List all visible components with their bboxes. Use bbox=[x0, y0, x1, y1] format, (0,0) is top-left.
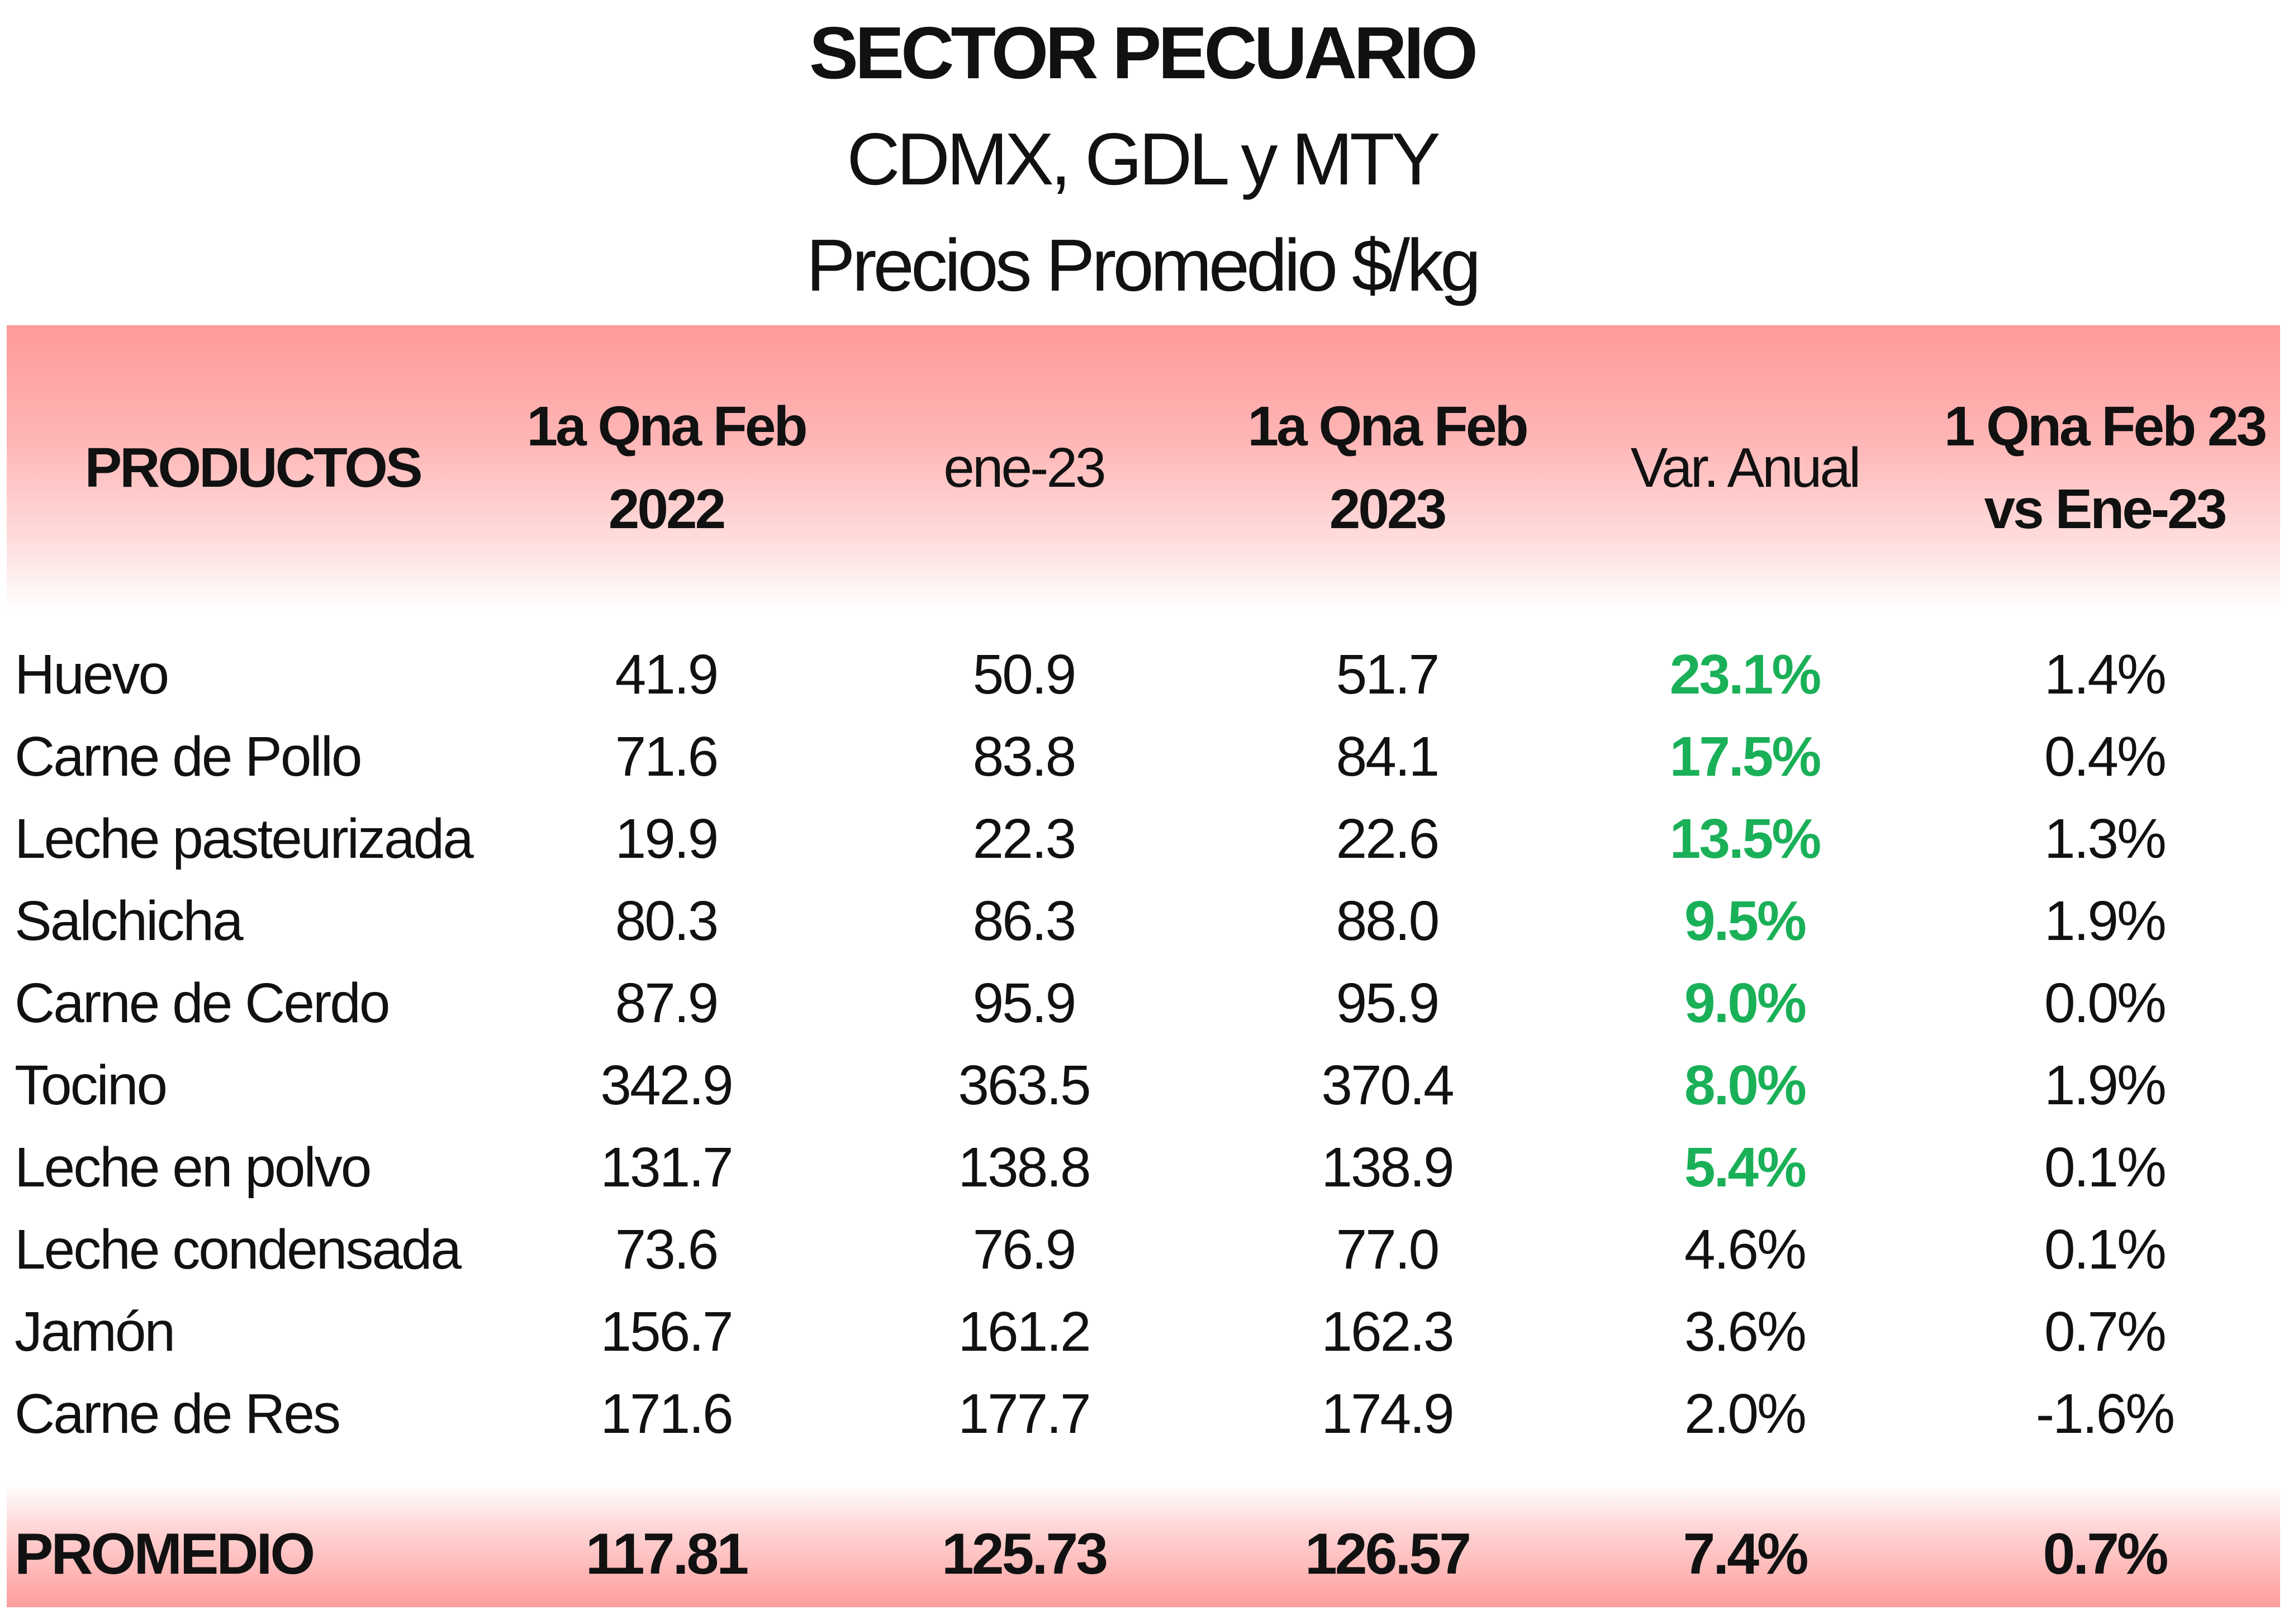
price-feb-2023: 84.1 bbox=[1336, 725, 1440, 788]
product-name: Tocino bbox=[15, 1054, 168, 1117]
table-row: Leche en polvo 131.7 138.8 138.9 5.4% 0.1% bbox=[7, 1127, 2280, 1209]
annual-variation: 13.5% bbox=[1669, 808, 1822, 870]
footer-jan-2023: 125.73 bbox=[941, 1522, 1108, 1587]
price-feb-2023: 22.6 bbox=[1336, 808, 1440, 870]
footer-feb-2023: 126.57 bbox=[1304, 1522, 1471, 1587]
table-body: Huevo 41.9 50.9 51.7 23.1% 1.4% Carne de Pollo… bbox=[7, 610, 2280, 1455]
footer-monthly-var: 0.7% bbox=[2043, 1522, 2168, 1587]
product-name: Carne de Pollo bbox=[15, 725, 363, 788]
price-jan-2023: 22.3 bbox=[972, 808, 1077, 870]
header-feb-2022-line2: 2022 bbox=[608, 478, 726, 540]
header-feb-2022: 1a Qna Feb 2022 bbox=[498, 325, 834, 610]
table-header: PRODUCTOS 1a Qna Feb 2022 ene-23 1a Qna … bbox=[7, 325, 2280, 610]
price-table: PRODUCTOS 1a Qna Feb 2022 ene-23 1a Qna … bbox=[7, 325, 2280, 1607]
monthly-variation: 0.1% bbox=[2044, 1136, 2167, 1199]
price-feb-2022: 19.9 bbox=[615, 808, 719, 870]
product-name: Leche condensada bbox=[15, 1218, 462, 1281]
price-feb-2022: 342.9 bbox=[600, 1054, 733, 1117]
product-name: Salchicha bbox=[15, 890, 244, 952]
price-feb-2023: 88.0 bbox=[1336, 890, 1440, 952]
price-feb-2023: 174.9 bbox=[1321, 1383, 1454, 1445]
annual-variation: 4.6% bbox=[1684, 1218, 1807, 1281]
table-row: Leche condensada 73.6 76.9 77.0 4.6% 0.1% bbox=[7, 1209, 2280, 1291]
annual-variation: 5.4% bbox=[1684, 1136, 1807, 1199]
price-feb-2022: 71.6 bbox=[615, 725, 719, 788]
header-monthly-var: 1 Qna Feb 23 vs Ene-23 bbox=[1929, 325, 2280, 610]
annual-variation: 8.0% bbox=[1684, 1054, 1807, 1117]
table-row: Carne de Cerdo 87.9 95.9 95.9 9.0% 0.0% bbox=[7, 962, 2280, 1044]
table-row: Carne de Res 171.6 177.7 174.9 2.0% -1.6% bbox=[7, 1373, 2280, 1455]
monthly-variation: 1.9% bbox=[2044, 1054, 2167, 1117]
monthly-variation: 1.9% bbox=[2044, 890, 2167, 952]
table-row: Salchicha 80.3 86.3 88.0 9.5% 1.9% bbox=[7, 880, 2280, 962]
header-annual-var: Var. Anual bbox=[1630, 436, 1861, 499]
price-feb-2023: 162.3 bbox=[1321, 1300, 1454, 1363]
price-feb-2022: 80.3 bbox=[615, 890, 719, 952]
monthly-variation: 0.7% bbox=[2044, 1300, 2167, 1363]
price-jan-2023: 138.8 bbox=[958, 1136, 1091, 1199]
table-footer-average: PROMEDIO 117.81 125.73 126.57 7.4% 0.7% bbox=[7, 1484, 2280, 1607]
price-jan-2023: 86.3 bbox=[972, 890, 1077, 952]
header-monthly-var-line2: vs Ene-23 bbox=[1984, 478, 2228, 540]
product-name: Huevo bbox=[15, 643, 169, 706]
price-feb-2022: 41.9 bbox=[615, 643, 719, 706]
price-feb-2022: 131.7 bbox=[600, 1136, 733, 1199]
annual-variation: 3.6% bbox=[1684, 1300, 1807, 1363]
product-name: Carne de Cerdo bbox=[15, 972, 391, 1034]
table-row: Huevo 41.9 50.9 51.7 23.1% 1.4% bbox=[7, 634, 2280, 716]
footer-label: PROMEDIO bbox=[15, 1522, 315, 1587]
monthly-variation: 0.0% bbox=[2044, 972, 2167, 1034]
price-feb-2022: 73.6 bbox=[615, 1218, 719, 1281]
report-subtitle: CDMX, GDL y MTY bbox=[847, 118, 1441, 200]
monthly-variation: -1.6% bbox=[2035, 1383, 2175, 1445]
price-feb-2022: 87.9 bbox=[615, 972, 719, 1034]
product-name: Carne de Res bbox=[15, 1383, 341, 1445]
report-title: SECTOR PECUARIO bbox=[809, 12, 1478, 94]
price-jan-2023: 161.2 bbox=[958, 1300, 1091, 1363]
price-jan-2023: 363.5 bbox=[958, 1054, 1091, 1117]
price-feb-2023: 370.4 bbox=[1321, 1054, 1454, 1117]
monthly-variation: 1.3% bbox=[2044, 808, 2167, 870]
annual-variation: 17.5% bbox=[1669, 725, 1822, 788]
monthly-variation: 1.4% bbox=[2044, 643, 2167, 706]
price-feb-2023: 138.9 bbox=[1321, 1136, 1454, 1199]
product-name: Leche pasteurizada bbox=[15, 808, 474, 870]
monthly-variation: 0.1% bbox=[2044, 1218, 2167, 1281]
footer-feb-2022: 117.81 bbox=[585, 1522, 749, 1587]
annual-variation: 9.0% bbox=[1684, 972, 1807, 1034]
price-feb-2022: 171.6 bbox=[600, 1383, 733, 1445]
header-jan-2023: ene-23 bbox=[943, 436, 1106, 499]
monthly-variation: 0.4% bbox=[2044, 725, 2167, 788]
header-feb-2022-line1: 1a Qna Feb bbox=[526, 395, 808, 458]
header-feb-2023-line2: 2023 bbox=[1329, 478, 1447, 540]
report-unit-line: Precios Promedio $/kg bbox=[806, 224, 1481, 306]
price-feb-2023: 51.7 bbox=[1336, 643, 1440, 706]
price-jan-2023: 177.7 bbox=[958, 1383, 1091, 1445]
product-name: Leche en polvo bbox=[15, 1136, 372, 1199]
price-jan-2023: 50.9 bbox=[972, 643, 1077, 706]
table-row: Jamón 156.7 161.2 162.3 3.6% 0.7% bbox=[7, 1291, 2280, 1373]
price-feb-2022: 156.7 bbox=[600, 1300, 733, 1363]
annual-variation: 2.0% bbox=[1684, 1383, 1807, 1445]
header-feb-2023: 1a Qna Feb 2023 bbox=[1214, 325, 1560, 610]
price-jan-2023: 76.9 bbox=[972, 1218, 1077, 1281]
table-row: Carne de Pollo 71.6 83.8 84.1 17.5% 0.4% bbox=[7, 716, 2280, 798]
table-row: Tocino 342.9 363.5 370.4 8.0% 1.9% bbox=[7, 1044, 2280, 1127]
price-jan-2023: 95.9 bbox=[972, 972, 1077, 1034]
price-jan-2023: 83.8 bbox=[972, 725, 1077, 788]
price-feb-2023: 95.9 bbox=[1336, 972, 1440, 1034]
annual-variation: 9.5% bbox=[1684, 890, 1807, 952]
footer-annual-var: 7.4% bbox=[1683, 1522, 1808, 1587]
price-feb-2023: 77.0 bbox=[1336, 1218, 1440, 1281]
product-name: Jamón bbox=[15, 1300, 175, 1363]
table-row: Leche pasteurizada 19.9 22.3 22.6 13.5% 1.3% bbox=[7, 798, 2280, 880]
annual-variation: 23.1% bbox=[1669, 643, 1822, 706]
header-feb-2023-line1: 1a Qna Feb bbox=[1247, 395, 1528, 458]
header-monthly-var-line1: 1 Qna Feb 23 bbox=[1944, 395, 2267, 458]
header-products: PRODUCTOS bbox=[84, 436, 422, 499]
